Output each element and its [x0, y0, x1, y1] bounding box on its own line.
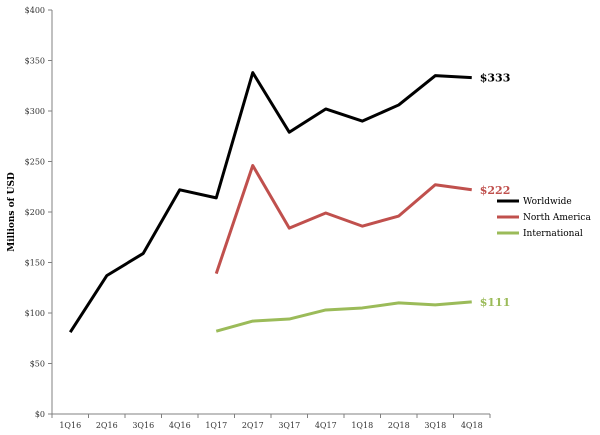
x-tick-label: 2Q18	[388, 421, 410, 430]
y-tick-label: $150	[25, 259, 45, 268]
x-tick-label: 2Q17	[242, 421, 264, 430]
series-line-north-america	[214, 164, 472, 275]
legend-label-international: International	[523, 229, 583, 239]
y-tick-label: $400	[25, 6, 45, 15]
y-tick-label: $50	[30, 360, 45, 369]
series-group	[68, 71, 472, 334]
x-tick-label: 2Q16	[96, 421, 118, 430]
y-axis-label: Millions of USD	[7, 172, 17, 252]
end-label-international: $111	[480, 296, 511, 309]
x-tick-label: 3Q16	[132, 421, 154, 430]
y-tick-label: $200	[25, 208, 45, 217]
y-tick-label: $0	[35, 410, 45, 419]
x-tick-label: 3Q17	[278, 421, 300, 430]
x-tick-label: 1Q17	[205, 421, 227, 430]
y-tick-label: $300	[25, 107, 45, 116]
x-tick-label: 4Q18	[461, 421, 483, 430]
x-tick-label: 4Q17	[315, 421, 337, 430]
x-ticks: 1Q16 2Q16 3Q16 4Q16 1Q17 2Q17 3Q17 4Q17 1Q18 2Q18…	[51, 414, 491, 430]
legend: Worldwide North America International	[497, 197, 591, 239]
series-line-worldwide	[68, 71, 472, 334]
axes	[51, 10, 490, 415]
y-tick-label: $350	[25, 57, 45, 66]
end-label-worldwide: $333	[480, 72, 511, 85]
y-tick-label: $250	[25, 158, 45, 167]
legend-label-worldwide: Worldwide	[523, 197, 572, 207]
y-ticks: $0 $50 $100 $150 $200 $250 $300 $350 $400	[25, 6, 52, 419]
x-tick-label: 1Q16	[59, 421, 81, 430]
legend-label-north-america: North America	[523, 213, 591, 223]
y-tick-label: $100	[25, 309, 45, 318]
series-line-international	[215, 300, 472, 333]
end-label-north-america: $222	[480, 184, 511, 197]
end-labels: $333 $222 $111	[480, 72, 511, 309]
x-tick-label: 3Q18	[424, 421, 446, 430]
x-tick-label: 1Q18	[351, 421, 373, 430]
x-tick-label: 4Q16	[169, 421, 191, 430]
